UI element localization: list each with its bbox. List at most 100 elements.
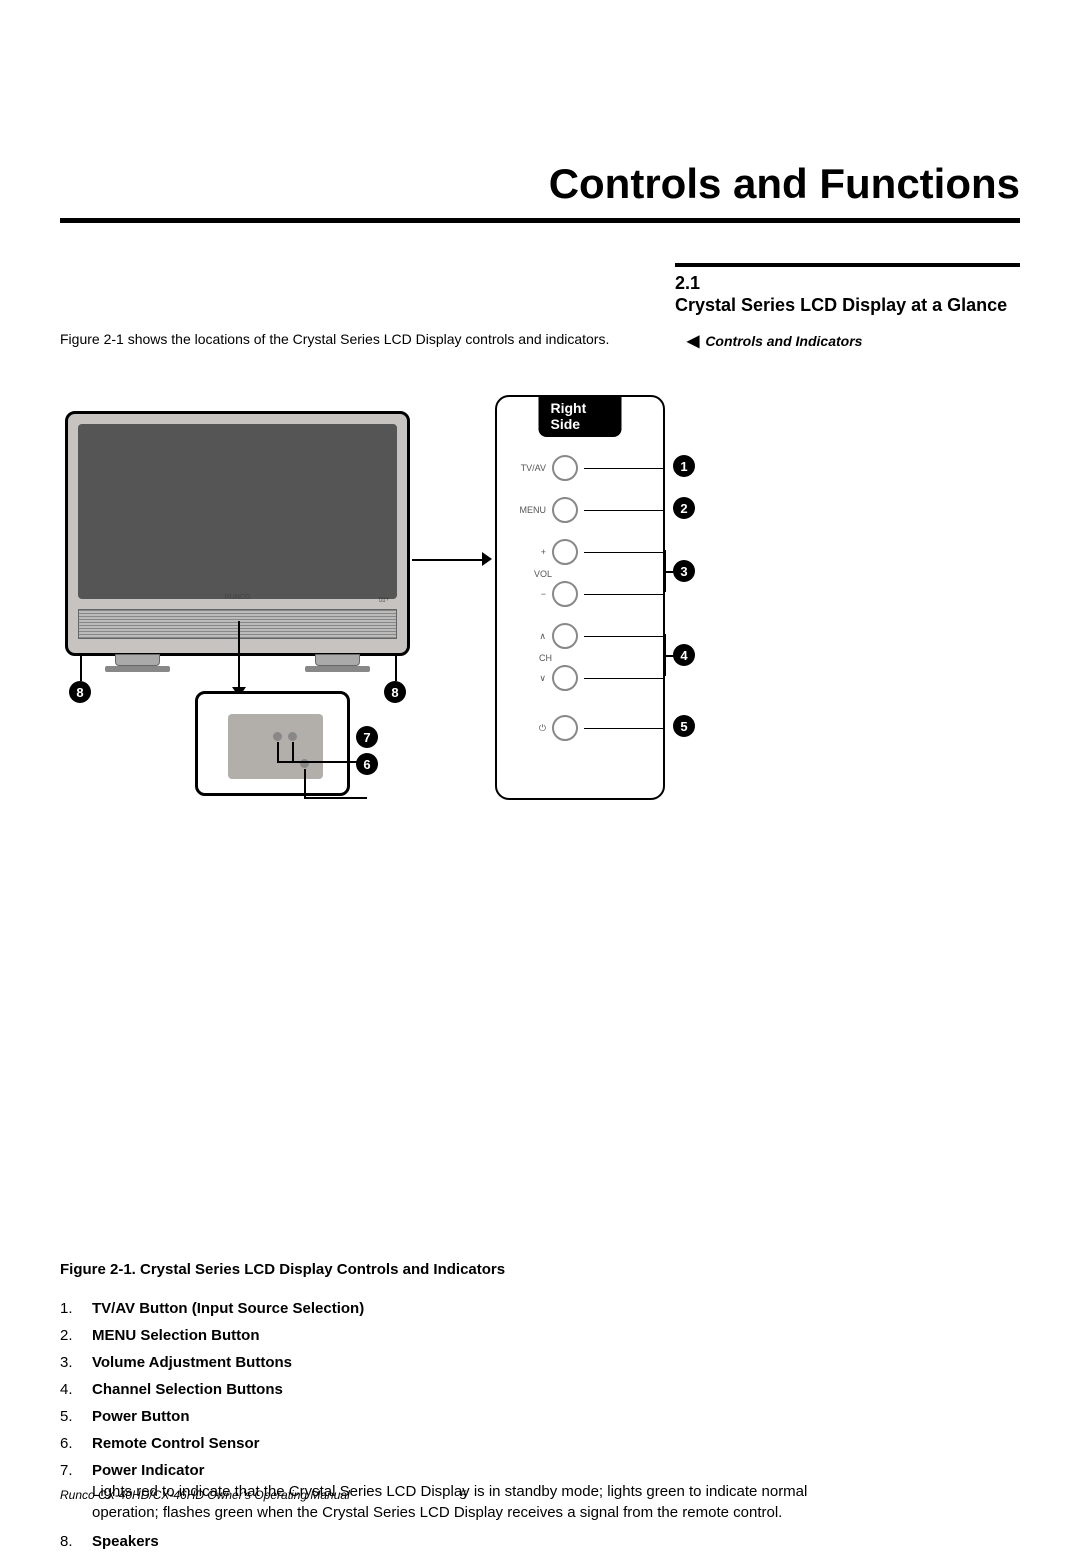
tv-stand-right (315, 654, 360, 666)
list-item: 1.TV/AV Button (Input Source Selection) (60, 1300, 1020, 1317)
list-label: Volume Adjustment Buttons (92, 1354, 292, 1371)
callout-badge-8: 8 (69, 681, 91, 703)
button-group-label: CH (517, 653, 552, 663)
callout-line (277, 761, 367, 763)
connector-line (584, 636, 663, 638)
list-item: 8.Speakers (60, 1533, 1020, 1550)
side-button-row: MENU (497, 497, 663, 523)
list-item: 5.Power Button (60, 1408, 1020, 1425)
list-label: MENU Selection Button (92, 1327, 260, 1344)
list-label: Power Button (92, 1408, 190, 1425)
list-number: 3. (60, 1354, 92, 1371)
page-title: Controls and Functions (60, 160, 1020, 223)
connector-line (584, 552, 663, 554)
side-button-row: + (497, 539, 663, 565)
button-icon (552, 455, 578, 481)
detail-inset (195, 691, 350, 796)
button-icon (552, 665, 578, 691)
callout-line (292, 742, 294, 762)
footer-page-number: 5 (460, 1488, 467, 1502)
section-title: Crystal Series LCD Display at a Glance (675, 294, 1020, 317)
list-number: 1. (60, 1300, 92, 1317)
callout-line (395, 655, 397, 681)
list-item: 4.Channel Selection Buttons (60, 1381, 1020, 1398)
button-label: ⏻ (497, 723, 552, 734)
list-number: 8. (60, 1533, 92, 1550)
button-label: ∧ (497, 631, 552, 642)
list-number: 5. (60, 1408, 92, 1425)
tv-stand-left (115, 654, 160, 666)
dolby-icon: ▯▯+ (379, 596, 389, 603)
callout-line (238, 621, 240, 691)
indicator-dot (273, 732, 282, 741)
tv-outline: RUNCO ▯▯+ (65, 411, 410, 656)
list-number: 2. (60, 1327, 92, 1344)
figure-caption: Figure 2-1. Crystal Series LCD Display C… (60, 1261, 1020, 1278)
margin-note-text: Controls and Indicators (705, 333, 862, 349)
connector-line (584, 468, 663, 470)
callout-line (412, 559, 484, 561)
list-item: 3.Volume Adjustment Buttons (60, 1354, 1020, 1371)
connector-line (584, 594, 663, 596)
connector-line (584, 510, 663, 512)
callout-line (277, 742, 279, 762)
list-label: Remote Control Sensor (92, 1435, 260, 1452)
list-number: 4. (60, 1381, 92, 1398)
button-icon (552, 715, 578, 741)
figure-diagram: RUNCO ▯▯+ 8 8 7 6 Right Side TV/AVMEN (60, 391, 680, 811)
list-item: 2.MENU Selection Button (60, 1327, 1020, 1344)
side-button-row: ⏻ (497, 715, 663, 741)
list-label: Power Indicator (92, 1462, 205, 1479)
button-icon (552, 623, 578, 649)
intro-row: Figure 2-1 shows the locations of the Cr… (60, 331, 1020, 351)
button-icon (552, 581, 578, 607)
button-label: − (497, 589, 552, 599)
callout-badge-4: 4 (673, 644, 695, 666)
section-number: 2.1 (675, 273, 1020, 294)
intro-text: Figure 2-1 shows the locations of the Cr… (60, 331, 675, 347)
list-item: 6.Remote Control Sensor (60, 1435, 1020, 1452)
tv-brand-text: RUNCO (225, 594, 251, 601)
callout-badge-5: 5 (673, 715, 695, 737)
callout-line (304, 797, 367, 799)
connector-line (584, 728, 663, 730)
callout-line (304, 769, 306, 799)
list-number: 6. (60, 1435, 92, 1452)
section-header: 2.1 Crystal Series LCD Display at a Glan… (675, 263, 1020, 317)
callout-badge-7: 7 (356, 726, 378, 748)
tv-screen (78, 424, 397, 599)
button-label: TV/AV (497, 463, 552, 473)
button-label: + (497, 547, 552, 557)
callout-line (80, 655, 82, 681)
button-icon (552, 539, 578, 565)
margin-note: ◀ Controls and Indicators (687, 331, 862, 351)
page-footer: Runco CX-40HD/CX-46HD Owner's Operating … (60, 1488, 1020, 1502)
side-panel: Right Side TV/AV MENU + VOL − ∧ CH ∨ ⏻ (495, 395, 665, 800)
feature-list: 1.TV/AV Button (Input Source Selection)2… (60, 1300, 1020, 1550)
side-button-row: TV/AV (497, 455, 663, 481)
callout-badge-6: 6 (356, 753, 378, 775)
side-button-row: − (497, 581, 663, 607)
tv-foot-left (105, 666, 170, 672)
list-label: Channel Selection Buttons (92, 1381, 283, 1398)
button-icon (552, 497, 578, 523)
triangle-left-icon: ◀ (687, 331, 699, 351)
callout-badge-1: 1 (673, 455, 695, 477)
indicator-dot (288, 732, 297, 741)
arrow-right-icon (482, 552, 492, 566)
side-panel-title: Right Side (539, 395, 622, 437)
button-label: MENU (497, 505, 552, 515)
list-label: Speakers (92, 1533, 159, 1550)
button-group-label: VOL (517, 569, 552, 579)
connector-line (584, 678, 663, 680)
side-button-row: ∨ (497, 665, 663, 691)
callout-badge-2: 2 (673, 497, 695, 519)
callout-badge-8: 8 (384, 681, 406, 703)
button-label: ∨ (497, 673, 552, 684)
list-label: TV/AV Button (Input Source Selection) (92, 1300, 364, 1317)
tv-foot-right (305, 666, 370, 672)
side-button-row: ∧ (497, 623, 663, 649)
callout-badge-3: 3 (673, 560, 695, 582)
footer-manual-title: Runco CX-40HD/CX-46HD Owner's Operating … (60, 1488, 350, 1502)
inset-panel (228, 714, 323, 779)
